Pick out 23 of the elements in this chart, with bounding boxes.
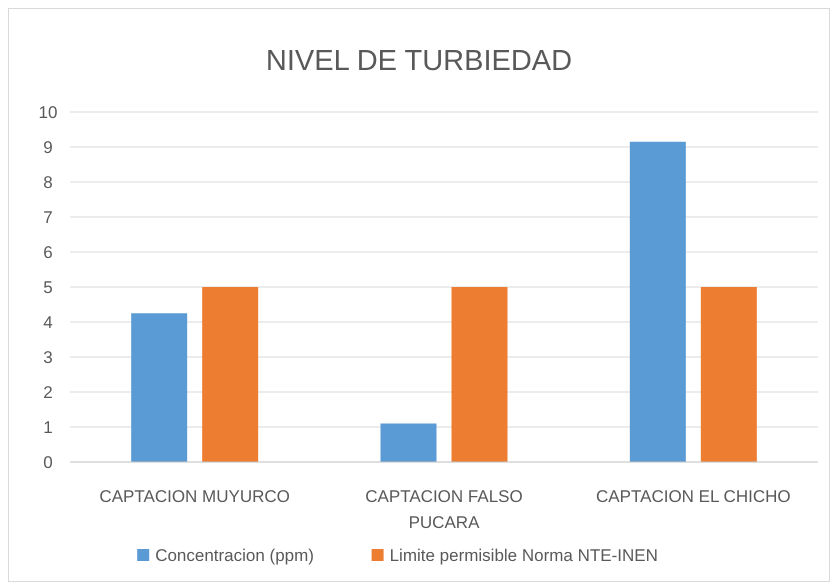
y-tick-label: 2 <box>43 382 53 402</box>
y-tick-label: 8 <box>43 172 53 192</box>
bar <box>452 287 508 462</box>
bar <box>380 424 436 462</box>
y-tick-label: 1 <box>43 418 53 437</box>
x-tick-label: CAPTACION EL CHICHO <box>596 487 791 506</box>
legend-label: Limite permisible Norma NTE-INEN <box>390 546 658 565</box>
y-tick-label: 6 <box>43 242 53 262</box>
y-tick-label: 9 <box>43 138 53 157</box>
x-tick-label: CAPTACION FALSO PUCARA <box>365 487 523 532</box>
legend-label: Concentracion (ppm) <box>155 546 314 565</box>
y-tick-label: 0 <box>43 452 53 472</box>
bar <box>700 287 757 462</box>
x-tick-label: CAPTACION MUYURCO <box>99 487 290 506</box>
y-tick-label: 7 <box>43 208 53 227</box>
chart-title: NIVEL DE TURBIEDAD <box>266 45 572 77</box>
y-tick-label: 5 <box>43 278 53 297</box>
y-tick-label: 3 <box>43 348 53 367</box>
bar <box>131 313 188 462</box>
bar <box>202 287 258 462</box>
y-tick-label: 4 <box>43 312 53 332</box>
bar <box>630 142 686 462</box>
y-tick-label: 10 <box>38 102 58 122</box>
